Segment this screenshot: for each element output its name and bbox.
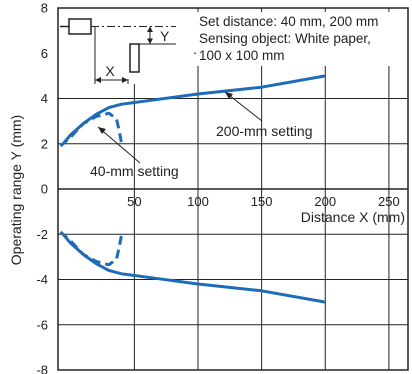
- diagram-label-y: Y: [160, 28, 170, 44]
- info-note: Set distance: 40 mm, 200 mm Sensing obje…: [196, 12, 408, 66]
- y-tick-label: 8: [41, 1, 48, 16]
- x-tick-label: 150: [251, 194, 273, 209]
- y-tick-label: 4: [41, 91, 48, 106]
- y-tick-label: -4: [36, 272, 48, 287]
- y-tick-label: 0: [41, 182, 48, 197]
- series-40mm-upper: [59, 111, 124, 148]
- annotation-200mm-label: 200-mm setting: [216, 123, 312, 139]
- info-line-3: 100 x 100 mm: [199, 48, 285, 63]
- x-tick-label: 250: [378, 194, 400, 209]
- x-tick-label: 100: [187, 194, 209, 209]
- y-tick-label: -8: [36, 363, 48, 374]
- series-40mm-lower: [59, 230, 124, 267]
- y-tick-label: 2: [41, 136, 48, 151]
- series: [59, 74, 326, 304]
- sensor-body: [68, 18, 92, 35]
- series-200mm-lower: [61, 233, 326, 304]
- x-tick-label: 50: [127, 194, 141, 209]
- annotation-40mm: 40-mm setting: [90, 126, 179, 179]
- series-200mm-upper: [61, 74, 326, 145]
- info-line-1: Set distance: 40 mm, 200 mm: [199, 14, 378, 29]
- y-tick-label: -2: [36, 227, 48, 242]
- y-tick-label: 6: [41, 46, 48, 61]
- diagram-label-x: X: [105, 63, 115, 79]
- annotation-200mm: 200-mm setting: [216, 91, 312, 139]
- y-axis-label: Operating range Y (mm): [8, 115, 24, 265]
- x-tick-label: 200: [314, 194, 336, 209]
- x-axis-label: Distance X (mm): [301, 209, 405, 225]
- y-tick-label: -6: [36, 317, 48, 332]
- info-line-2: Sensing object: White paper,: [199, 31, 371, 46]
- plot-frame: [57, 7, 409, 371]
- annotation-40mm-label: 40-mm setting: [90, 163, 179, 179]
- target-object: [129, 43, 140, 73]
- tick-labels: 8 6 4 2 0 -2 -4 -6 -8 50 100 150 200 250: [36, 1, 399, 374]
- sensor-diagram: X Y: [58, 8, 194, 84]
